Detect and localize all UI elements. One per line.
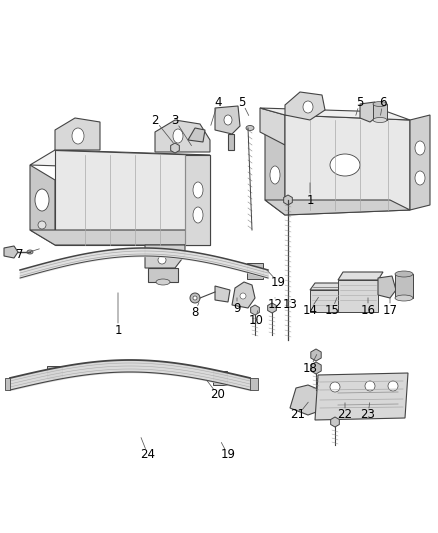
Polygon shape bbox=[331, 417, 339, 427]
Ellipse shape bbox=[193, 296, 197, 300]
Circle shape bbox=[388, 381, 398, 391]
Polygon shape bbox=[232, 282, 255, 308]
Polygon shape bbox=[4, 246, 18, 258]
Polygon shape bbox=[265, 130, 285, 215]
Polygon shape bbox=[5, 378, 10, 390]
Polygon shape bbox=[30, 165, 55, 245]
Text: 22: 22 bbox=[338, 408, 353, 422]
Polygon shape bbox=[228, 134, 234, 150]
Ellipse shape bbox=[27, 250, 33, 254]
Text: 1: 1 bbox=[306, 193, 314, 206]
Ellipse shape bbox=[72, 128, 84, 144]
Polygon shape bbox=[30, 150, 210, 170]
Polygon shape bbox=[171, 143, 179, 153]
Ellipse shape bbox=[395, 295, 413, 301]
Polygon shape bbox=[215, 286, 230, 302]
Text: 19: 19 bbox=[271, 276, 286, 288]
Ellipse shape bbox=[224, 115, 232, 125]
Circle shape bbox=[365, 381, 375, 391]
Polygon shape bbox=[148, 268, 178, 282]
Text: 21: 21 bbox=[290, 408, 305, 422]
Polygon shape bbox=[285, 115, 410, 215]
Polygon shape bbox=[268, 303, 276, 313]
Ellipse shape bbox=[415, 141, 425, 155]
Ellipse shape bbox=[246, 125, 254, 131]
FancyBboxPatch shape bbox=[395, 274, 413, 298]
Polygon shape bbox=[311, 349, 321, 361]
Ellipse shape bbox=[193, 207, 203, 223]
Polygon shape bbox=[360, 102, 378, 122]
Polygon shape bbox=[284, 195, 292, 205]
Text: 1: 1 bbox=[114, 324, 122, 336]
Polygon shape bbox=[378, 276, 396, 298]
FancyBboxPatch shape bbox=[338, 280, 378, 312]
Polygon shape bbox=[215, 106, 240, 134]
Text: 2: 2 bbox=[151, 114, 159, 126]
Text: 16: 16 bbox=[360, 303, 375, 317]
Ellipse shape bbox=[415, 171, 425, 185]
Ellipse shape bbox=[193, 182, 203, 198]
Polygon shape bbox=[55, 150, 210, 245]
Text: 13: 13 bbox=[283, 298, 297, 311]
Polygon shape bbox=[290, 385, 322, 415]
Ellipse shape bbox=[35, 189, 49, 211]
Ellipse shape bbox=[240, 293, 246, 299]
Polygon shape bbox=[260, 108, 285, 145]
Polygon shape bbox=[338, 272, 383, 280]
Polygon shape bbox=[251, 305, 259, 315]
Text: 18: 18 bbox=[303, 361, 318, 375]
Polygon shape bbox=[155, 120, 210, 152]
Ellipse shape bbox=[190, 293, 200, 303]
Polygon shape bbox=[145, 245, 185, 268]
Text: 23: 23 bbox=[360, 408, 375, 422]
FancyBboxPatch shape bbox=[213, 372, 227, 385]
Text: 14: 14 bbox=[303, 303, 318, 317]
Polygon shape bbox=[185, 155, 210, 245]
Text: 24: 24 bbox=[141, 448, 155, 462]
Text: 9: 9 bbox=[233, 302, 241, 314]
Ellipse shape bbox=[395, 271, 413, 277]
Text: 3: 3 bbox=[171, 114, 179, 126]
Ellipse shape bbox=[373, 101, 387, 107]
Polygon shape bbox=[260, 108, 410, 120]
FancyBboxPatch shape bbox=[310, 290, 340, 312]
Text: 12: 12 bbox=[268, 298, 283, 311]
Ellipse shape bbox=[330, 154, 360, 176]
Text: 4: 4 bbox=[214, 95, 222, 109]
Polygon shape bbox=[30, 230, 210, 245]
Polygon shape bbox=[265, 200, 410, 215]
Polygon shape bbox=[311, 362, 321, 374]
Text: 15: 15 bbox=[325, 303, 339, 317]
Polygon shape bbox=[315, 373, 408, 420]
Polygon shape bbox=[285, 92, 325, 120]
Ellipse shape bbox=[373, 117, 387, 123]
Polygon shape bbox=[188, 128, 205, 142]
Text: 10: 10 bbox=[248, 313, 263, 327]
Text: 5: 5 bbox=[356, 95, 364, 109]
Text: 17: 17 bbox=[382, 303, 398, 317]
Text: 20: 20 bbox=[211, 389, 226, 401]
FancyBboxPatch shape bbox=[47, 366, 62, 378]
Circle shape bbox=[330, 382, 340, 392]
Ellipse shape bbox=[156, 279, 170, 285]
Ellipse shape bbox=[303, 101, 313, 113]
Text: 7: 7 bbox=[16, 248, 24, 262]
Text: 8: 8 bbox=[191, 305, 199, 319]
Text: 6: 6 bbox=[379, 95, 387, 109]
Polygon shape bbox=[410, 115, 430, 210]
Polygon shape bbox=[310, 283, 345, 290]
Text: 19: 19 bbox=[220, 448, 236, 462]
Ellipse shape bbox=[38, 221, 46, 229]
Ellipse shape bbox=[173, 129, 183, 143]
FancyBboxPatch shape bbox=[373, 104, 387, 120]
Ellipse shape bbox=[158, 256, 166, 264]
Text: 5: 5 bbox=[238, 95, 246, 109]
Polygon shape bbox=[250, 378, 258, 390]
Polygon shape bbox=[55, 118, 100, 150]
Ellipse shape bbox=[270, 166, 280, 184]
FancyBboxPatch shape bbox=[247, 263, 263, 279]
